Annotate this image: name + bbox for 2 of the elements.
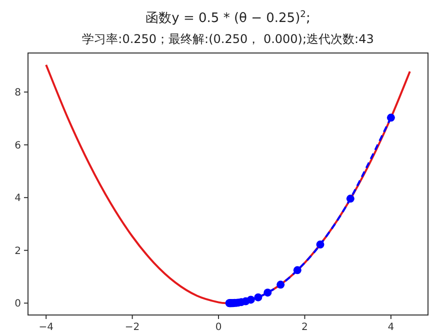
title: 函数y = 0.5 * (θ − 0.25)$^{2}$; <box>146 10 310 26</box>
subtitle: 学习率:0.250；最终解:(0.250， 0.000);迭代次数:43 <box>82 32 374 46</box>
